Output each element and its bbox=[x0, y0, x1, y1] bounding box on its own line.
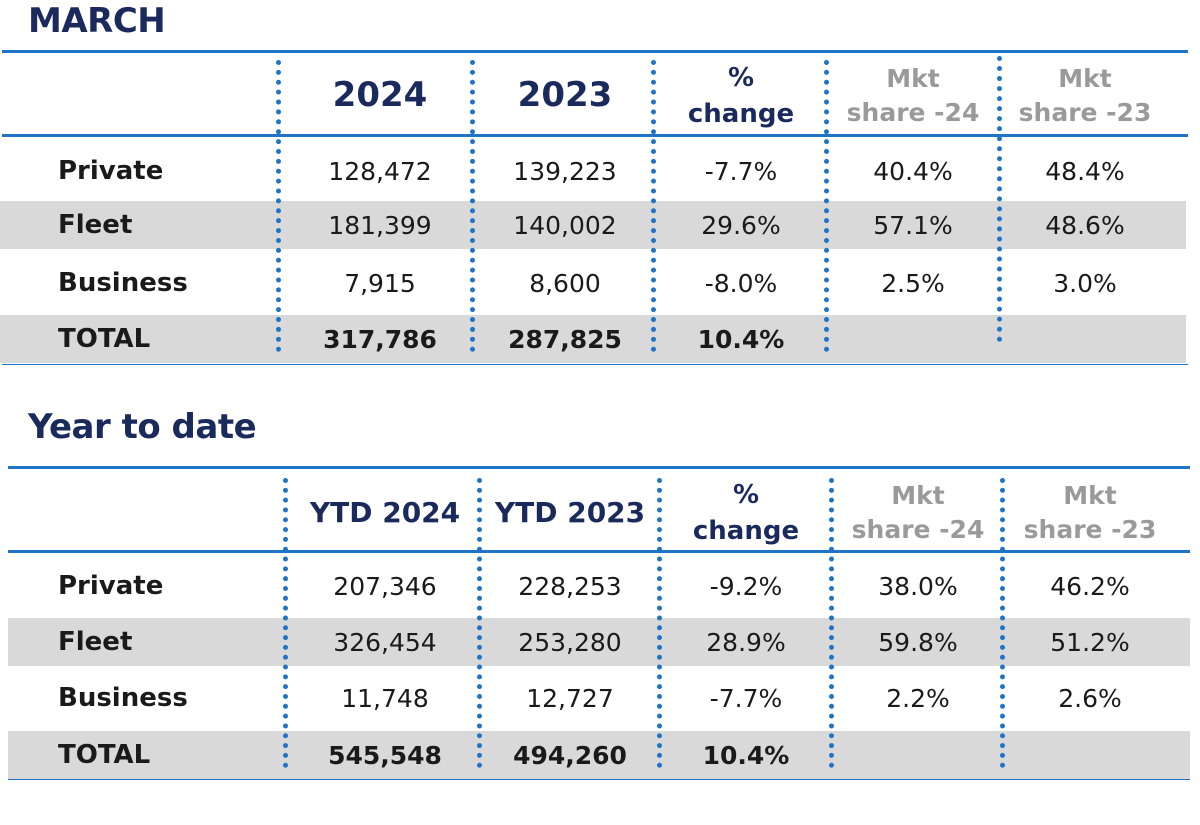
header-2023: 2023 bbox=[517, 75, 613, 115]
header-pct-change: % change bbox=[660, 475, 832, 551]
cell-ytd-2023: 253,280 bbox=[518, 627, 622, 657]
header-bottom-border bbox=[2, 134, 1188, 137]
table-row-total: TOTAL 545,548 494,260 10.4% bbox=[8, 731, 1190, 779]
row-label: Fleet bbox=[58, 627, 133, 657]
header-share-label: share -23 bbox=[1023, 515, 1157, 544]
cell-share-24 bbox=[832, 731, 1004, 779]
column-divider bbox=[829, 478, 834, 768]
header-pct-word: change bbox=[687, 99, 795, 129]
header-share-label: share -24 bbox=[846, 98, 980, 127]
cell-share-24: 2.2% bbox=[886, 683, 950, 713]
march-title: MARCH bbox=[28, 1, 166, 41]
cell-pct-change: -7.7% bbox=[704, 156, 778, 186]
column-divider bbox=[657, 478, 662, 768]
cell-pct-change: 29.6% bbox=[701, 210, 781, 240]
row-label: TOTAL bbox=[58, 324, 151, 354]
cell-pct-change: -9.2% bbox=[709, 571, 783, 601]
header-mkt-share-23: Mkt share -23 bbox=[999, 60, 1171, 132]
column-divider bbox=[997, 56, 1002, 342]
cell-ytd-2024: 326,454 bbox=[333, 627, 437, 657]
column-divider bbox=[477, 478, 482, 768]
header-bottom-border bbox=[8, 550, 1190, 553]
cell-ytd-2023: 12,727 bbox=[526, 683, 614, 713]
column-divider bbox=[1000, 478, 1005, 768]
cell-share-24: 2.5% bbox=[881, 268, 945, 298]
cell-2024: 181,399 bbox=[328, 210, 432, 240]
header-pct-change: % change bbox=[655, 58, 827, 134]
table-row: Private 207,346 228,253 -9.2% 38.0% 46.2… bbox=[8, 560, 1190, 612]
header-2024: 2024 bbox=[332, 75, 428, 115]
cell-pct-change: 10.4% bbox=[697, 324, 785, 354]
cell-2023: 139,223 bbox=[513, 156, 617, 186]
cell-share-24: 57.1% bbox=[873, 210, 953, 240]
header-mkt-label: Mkt bbox=[891, 481, 945, 510]
table-row-total: TOTAL 317,786 287,825 10.4% bbox=[0, 315, 1186, 363]
cell-share-23: 46.2% bbox=[1050, 571, 1130, 601]
table-row: Fleet 181,399 140,002 29.6% 57.1% 48.6% bbox=[0, 201, 1186, 249]
column-divider bbox=[824, 60, 829, 352]
table-row: Fleet 326,454 253,280 28.9% 59.8% 51.2% bbox=[8, 618, 1190, 666]
header-mkt-label: Mkt bbox=[1058, 64, 1112, 93]
column-divider bbox=[470, 60, 475, 352]
cell-2023: 8,600 bbox=[529, 268, 601, 298]
cell-share-24: 40.4% bbox=[873, 156, 953, 186]
cell-pct-change: -8.0% bbox=[704, 268, 778, 298]
header-mkt-share-24: Mkt share -24 bbox=[832, 477, 1004, 549]
row-label: Business bbox=[58, 268, 188, 298]
march-table: 2024 2023 % change Mkt share -24 Mkt sha… bbox=[0, 0, 1200, 370]
cell-share-23 bbox=[1004, 731, 1176, 779]
cell-pct-change: 28.9% bbox=[706, 627, 786, 657]
row-label: TOTAL bbox=[58, 740, 151, 770]
column-divider bbox=[276, 60, 281, 352]
row-label: Private bbox=[58, 156, 164, 186]
table-bottom-border bbox=[2, 364, 1188, 365]
cell-2024: 7,915 bbox=[344, 268, 416, 298]
header-ytd-2023: YTD 2023 bbox=[494, 495, 646, 529]
cell-ytd-2024: 11,748 bbox=[341, 683, 429, 713]
table-row: Business 11,748 12,727 -7.7% 2.2% 2.6% bbox=[8, 672, 1190, 724]
cell-share-23: 48.4% bbox=[1045, 156, 1125, 186]
column-divider bbox=[283, 478, 288, 768]
cell-share-23: 2.6% bbox=[1058, 683, 1122, 713]
cell-2023: 140,002 bbox=[513, 210, 617, 240]
header-pct-word: change bbox=[692, 516, 800, 546]
cell-2024: 128,472 bbox=[328, 156, 432, 186]
cell-2024: 317,786 bbox=[323, 324, 437, 354]
cell-ytd-2024: 207,346 bbox=[333, 571, 437, 601]
cell-2023: 287,825 bbox=[508, 324, 622, 354]
cell-ytd-2023: 228,253 bbox=[518, 571, 622, 601]
table-row: Business 7,915 8,600 -8.0% 2.5% 3.0% bbox=[0, 257, 1186, 309]
cell-share-23: 3.0% bbox=[1053, 268, 1117, 298]
cell-share-24: 59.8% bbox=[878, 627, 958, 657]
header-pct-symbol: % bbox=[727, 63, 755, 93]
header-share-label: share -23 bbox=[1018, 98, 1152, 127]
row-label: Business bbox=[58, 683, 188, 713]
header-share-label: share -24 bbox=[851, 515, 985, 544]
cell-ytd-2023: 494,260 bbox=[513, 740, 627, 770]
header-pct-symbol: % bbox=[732, 480, 760, 510]
header-mkt-share-24: Mkt share -24 bbox=[827, 60, 999, 132]
table-bottom-border bbox=[8, 779, 1190, 780]
ytd-title: Year to date bbox=[28, 407, 257, 447]
table-top-border bbox=[2, 50, 1188, 53]
cell-pct-change: 10.4% bbox=[702, 740, 790, 770]
cell-share-23: 51.2% bbox=[1050, 627, 1130, 657]
header-mkt-label: Mkt bbox=[1063, 481, 1117, 510]
column-divider bbox=[651, 60, 656, 352]
header-ytd-2024: YTD 2024 bbox=[309, 495, 461, 529]
row-label: Fleet bbox=[58, 210, 133, 240]
row-label: Private bbox=[58, 571, 164, 601]
cell-share-24: 38.0% bbox=[878, 571, 958, 601]
cell-ytd-2024: 545,548 bbox=[328, 740, 442, 770]
table-top-border bbox=[8, 466, 1190, 469]
header-mkt-label: Mkt bbox=[886, 64, 940, 93]
header-mkt-share-23: Mkt share -23 bbox=[1004, 477, 1176, 549]
cell-pct-change: -7.7% bbox=[709, 683, 783, 713]
table-row: Private 128,472 139,223 -7.7% 40.4% 48.4… bbox=[0, 145, 1186, 197]
cell-share-23: 48.6% bbox=[1045, 210, 1125, 240]
